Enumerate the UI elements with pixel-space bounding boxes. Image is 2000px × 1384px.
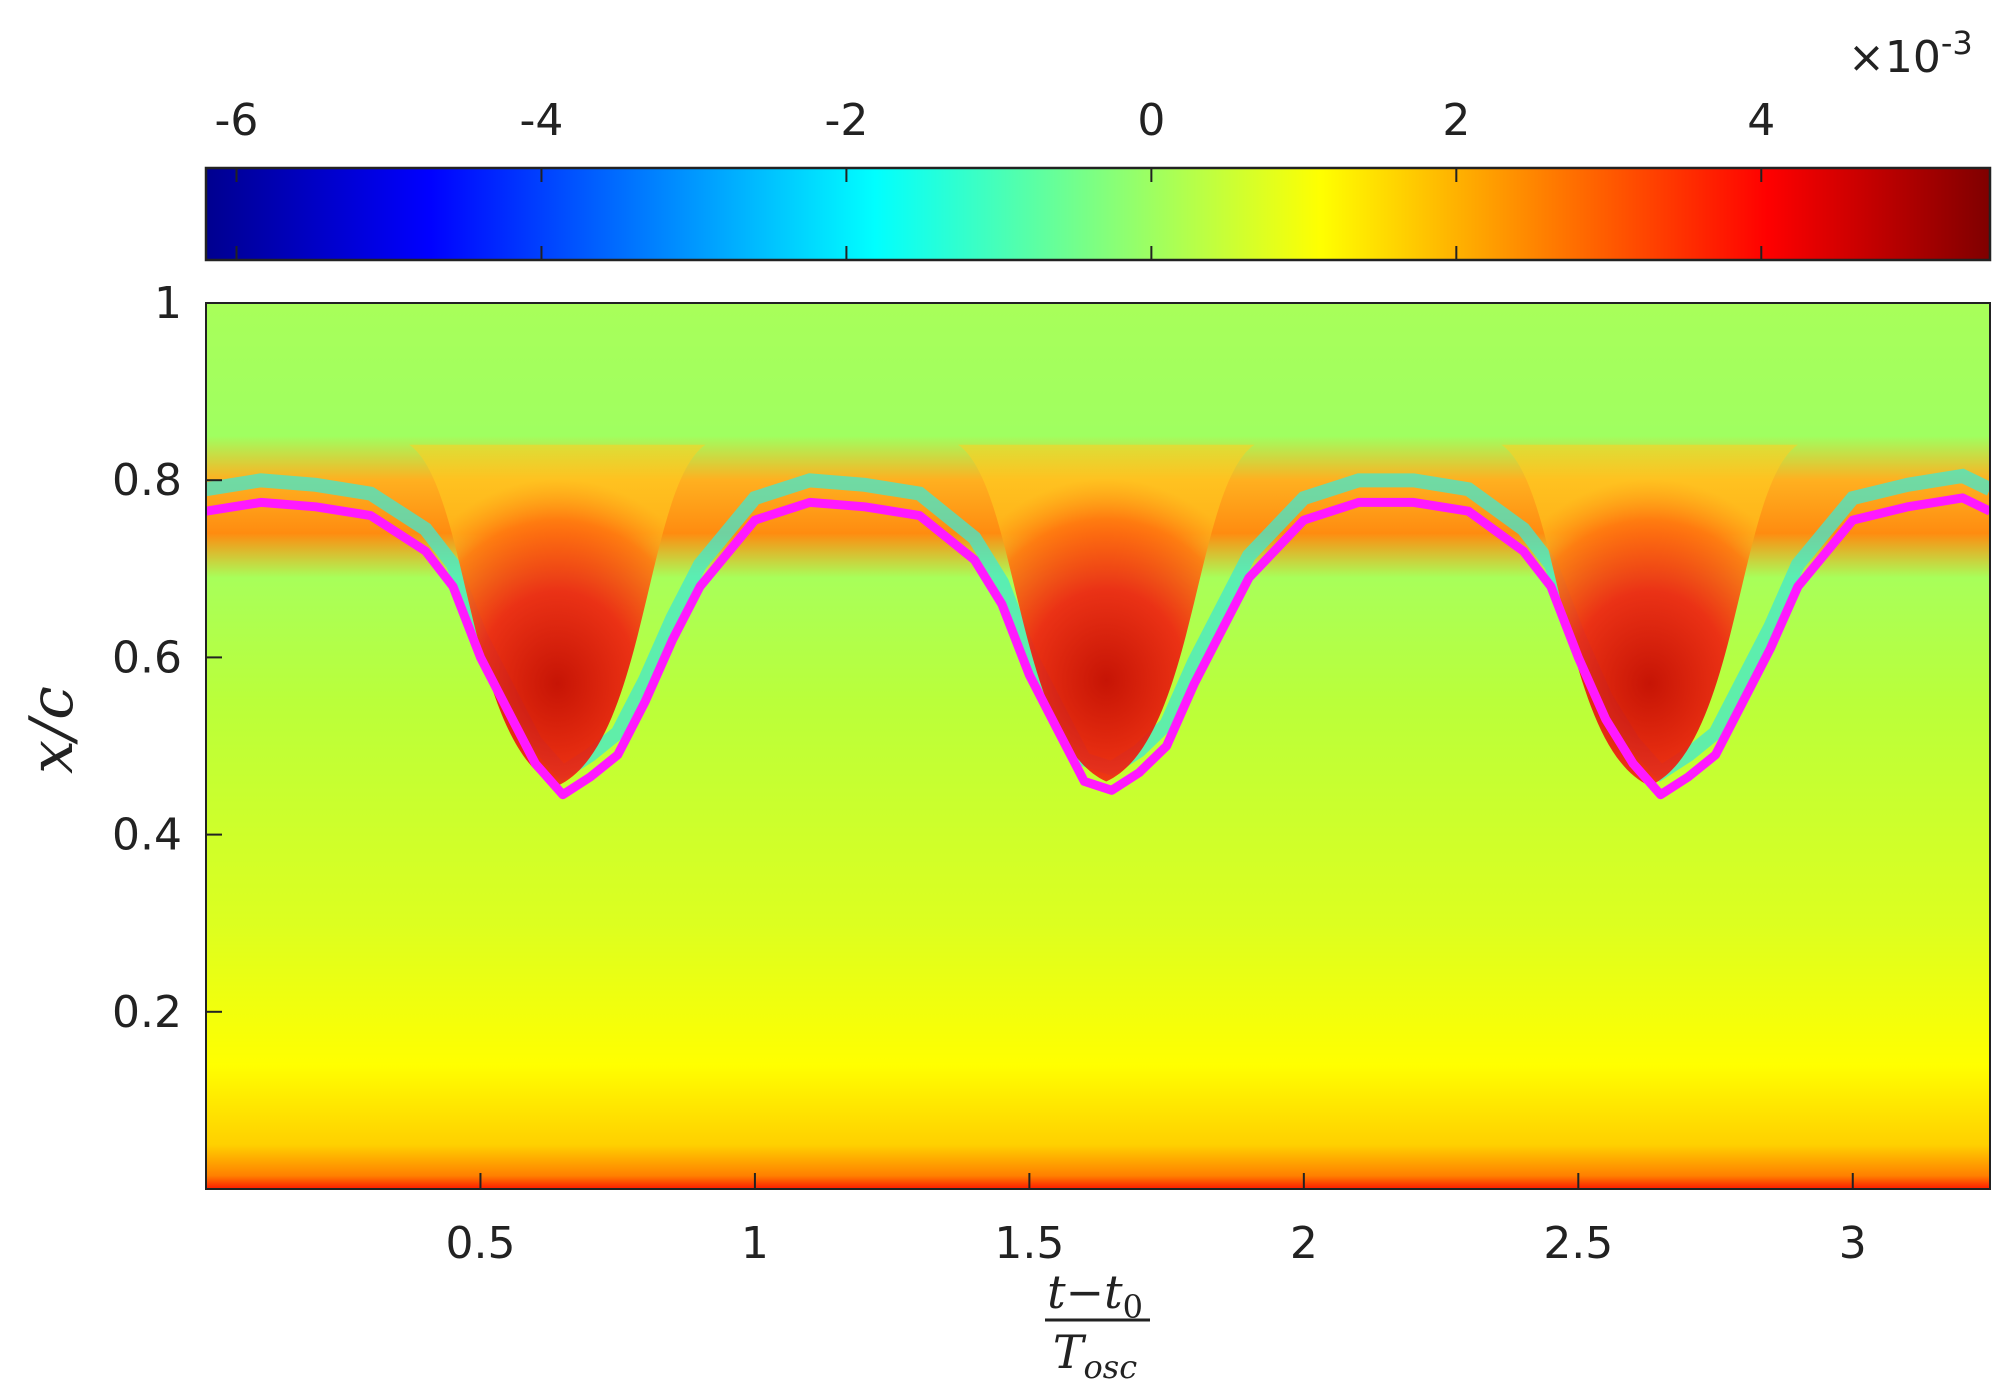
y-tick-label: 0.2 bbox=[112, 987, 182, 1038]
separation-line bbox=[206, 493, 1990, 800]
x-tick-label: 3 bbox=[1839, 1218, 1867, 1269]
y-tick-label: 1 bbox=[154, 278, 182, 329]
plot-area bbox=[206, 303, 1990, 1189]
svg-text:Tosc: Tosc bbox=[1053, 1325, 1137, 1384]
colorbar-exponent: ×10-3 bbox=[1848, 24, 1973, 83]
svg-text:t−t0: t−t0 bbox=[1047, 1265, 1143, 1326]
x-tick-label: 1 bbox=[741, 1218, 769, 1269]
heatmap-red-region bbox=[1501, 444, 1798, 786]
x-tick-label: 2 bbox=[1290, 1218, 1318, 1269]
heatmap-red-region bbox=[409, 444, 706, 786]
y-tick-label: 0.4 bbox=[112, 810, 182, 861]
colorbar-tick-label: 4 bbox=[1747, 95, 1775, 146]
y-tick-label: 0.8 bbox=[112, 455, 182, 506]
colorbar-tick-label: -6 bbox=[215, 95, 259, 146]
y-axis-label: x/c bbox=[17, 686, 87, 774]
heatmap-features bbox=[206, 444, 1990, 786]
colorbar-tick-label: 2 bbox=[1442, 95, 1470, 146]
y-axis-ticks: 0.2 0.4 0.6 0.8 1 bbox=[112, 278, 222, 1038]
colorbar-ticks: -6 -4 -2 0 2 4 bbox=[215, 95, 1775, 260]
colorbar-tick-label: -2 bbox=[824, 95, 868, 146]
colorbar-tick-label: -4 bbox=[520, 95, 564, 146]
colorbar-tick-label: 0 bbox=[1137, 95, 1165, 146]
x-axis-ticks: 0.5 1 1.5 2 2.5 3 bbox=[445, 1173, 1867, 1269]
x-tick-label: 0.5 bbox=[445, 1218, 515, 1269]
colorbar-gradient bbox=[204, 166, 1992, 262]
y-tick-label: 0.6 bbox=[112, 632, 182, 683]
heatmap-red-region bbox=[958, 444, 1255, 782]
x-tick-label: 1.5 bbox=[994, 1218, 1064, 1269]
plot-frame bbox=[205, 302, 1991, 1190]
colorbar: -6 -4 -2 0 2 4 ×10-3 bbox=[204, 24, 1992, 262]
x-tick-label: 2.5 bbox=[1543, 1218, 1613, 1269]
x-axis-label: t−t0 Tosc bbox=[1045, 1265, 1150, 1384]
